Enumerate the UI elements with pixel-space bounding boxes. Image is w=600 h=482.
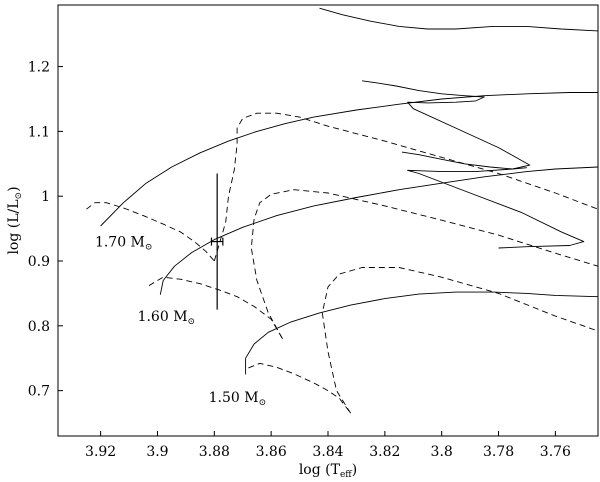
y-tick-label: 1: [41, 189, 50, 205]
mass-label-1: 1.60 M⊙: [138, 309, 196, 327]
dashed-track-10: [248, 362, 352, 414]
x-tick-label: 3.88: [199, 444, 230, 460]
x-tick-label: 3.78: [483, 444, 514, 460]
y-axis-label: log (L/L⊙): [6, 186, 24, 254]
x-axis-label: log (Teff): [299, 462, 357, 480]
x-tick-label: 3.86: [256, 444, 287, 460]
y-tick-label: 0.7: [28, 384, 50, 400]
y-tick-label: 1.1: [28, 124, 50, 140]
solid-track-0: [100, 92, 598, 227]
dashed-track-7: [213, 112, 599, 262]
y-tick-label: 1.2: [28, 60, 50, 76]
x-tick-label: 3.76: [540, 444, 571, 460]
solid-track-3: [319, 7, 599, 32]
x-tick-label: 3.9: [146, 444, 168, 460]
dashed-track-9: [250, 189, 599, 340]
series-layer: [86, 7, 599, 414]
errorbar-layer: [210, 173, 224, 310]
x-tick-label: 3.8: [431, 444, 453, 460]
tick-layer: 3.92 3.9 3.88 3.86 3.84 3.82 3.8 3.78 3.76 0.7 0.8…: [28, 60, 571, 460]
x-tick-label: 3.84: [312, 444, 343, 460]
y-tick-label: 0.8: [28, 319, 50, 335]
plot-area: 3.92 3.9 3.88 3.86 3.84 3.82 3.8 3.78 3.76 0.7 0.8…: [28, 4, 599, 460]
solid-track-1: [159, 166, 599, 295]
dashed-track-8: [148, 276, 283, 340]
track-label-layer: 1.70 M⊙ 1.60 M⊙ 1.50 M⊙: [95, 235, 266, 409]
solid-track-2: [245, 291, 599, 375]
x-tick-label: 3.92: [85, 444, 116, 460]
dashed-track-6: [86, 202, 215, 262]
mass-label-2: 1.50 M⊙: [209, 390, 267, 408]
solid-track-4: [362, 80, 585, 249]
solid-track-5: [401, 151, 527, 170]
dashed-track-11: [321, 267, 599, 414]
mass-label-0: 1.70 M⊙: [95, 235, 153, 253]
y-tick-label: 0.9: [28, 254, 50, 270]
x-tick-label: 3.82: [369, 444, 400, 460]
